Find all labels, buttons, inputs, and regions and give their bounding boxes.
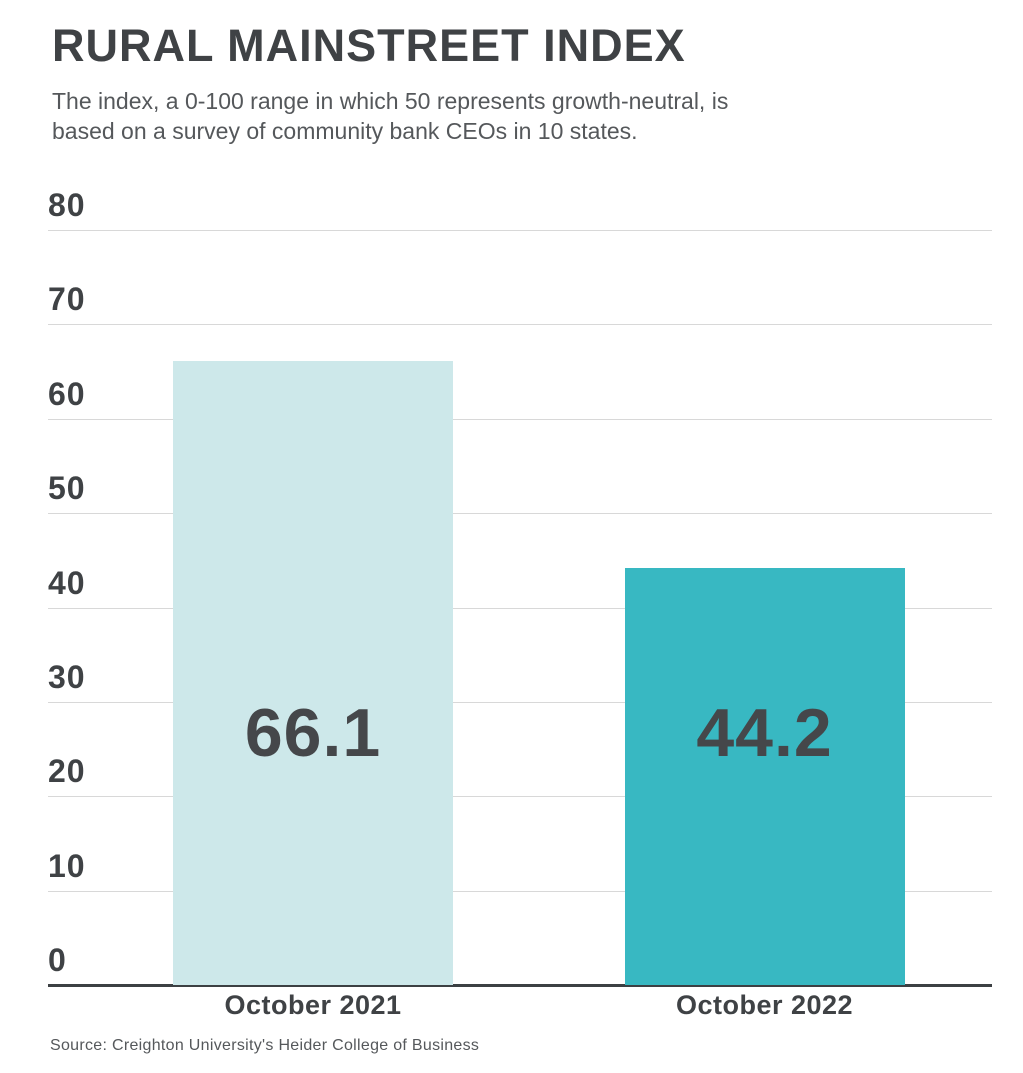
chart-title: RURAL MAINSTREET INDEX	[52, 20, 686, 71]
chart-subtitle-line-1: The index, a 0-100 range in which 50 rep…	[52, 88, 729, 114]
x-category-label-october-2022: October 2022	[675, 990, 854, 1020]
y-tick-label-0: 0	[48, 942, 67, 978]
y-tick-label-10: 10	[48, 847, 86, 884]
y-tick-label-70: 70	[48, 281, 86, 318]
gridline-y-20	[48, 796, 992, 798]
bar-october-2022	[624, 567, 905, 985]
x-axis-line	[48, 984, 992, 987]
y-tick-label-80: 80	[48, 187, 86, 223]
bar-value-label-october-2022: 44.2	[696, 695, 833, 771]
gridline-y-70	[48, 324, 992, 326]
gridline-y-30	[48, 701, 992, 703]
gridline-y-10	[48, 890, 992, 892]
bar-value-label-october-2021: 66.1	[244, 695, 382, 771]
gridline-y-80	[48, 230, 992, 231]
chart-subtitle: The index, a 0-100 range in which 50 rep…	[52, 86, 728, 146]
gridline-y-40	[48, 607, 992, 609]
chart-subtitle-line-2: based on a survey of community bank CEOs…	[52, 118, 638, 144]
y-tick-label-50: 50	[48, 470, 86, 507]
source-note: Source: Creighton University's Heider Co…	[50, 1037, 480, 1054]
y-tick-label-30: 30	[48, 658, 86, 695]
gridline-y-50	[48, 513, 992, 515]
x-category-label-october-2021: October 2021	[224, 990, 402, 1020]
y-tick-label-60: 60	[48, 375, 86, 412]
gridline-y-60	[48, 418, 992, 420]
bar-october-2021	[173, 361, 453, 985]
y-tick-label-40: 40	[48, 564, 86, 601]
y-tick-label-20: 20	[48, 753, 86, 790]
